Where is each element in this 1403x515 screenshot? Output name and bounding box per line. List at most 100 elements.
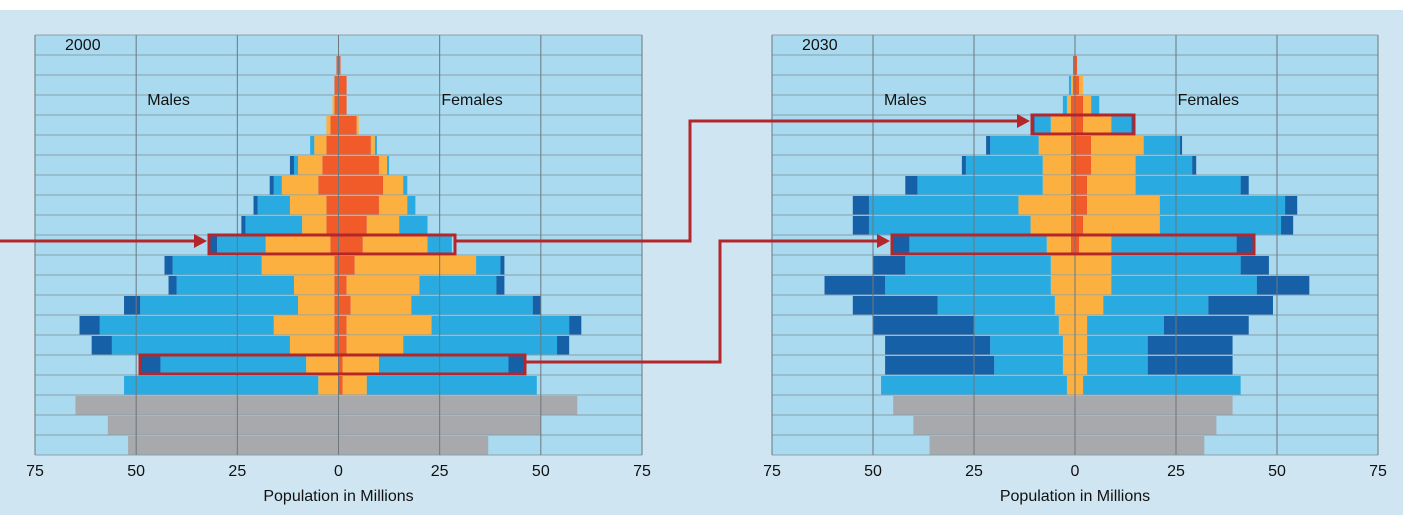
bar-segment <box>1062 336 1075 355</box>
bar-segment <box>338 176 384 195</box>
bar-segment <box>160 356 307 375</box>
bar-segment <box>1147 356 1233 375</box>
bar-segment <box>261 256 335 275</box>
bar-segment <box>302 216 327 235</box>
bar-segment <box>293 276 335 295</box>
bar-segment <box>994 356 1063 375</box>
bar-segment <box>1070 136 1075 155</box>
bar-segment <box>326 216 339 235</box>
x-tick-label: 75 <box>26 463 44 480</box>
bar-segment <box>1032 116 1035 135</box>
bar-segment <box>508 356 525 375</box>
bar-segment <box>1087 316 1164 335</box>
bar-segment <box>241 216 246 235</box>
bar-segment <box>79 316 100 335</box>
x-tick-label: 50 <box>1268 463 1286 480</box>
bar-segment <box>1075 276 1112 295</box>
bar-segment <box>986 136 991 155</box>
bar-segment <box>1070 236 1075 255</box>
bar-segment <box>1256 276 1310 295</box>
x-tick-label: 75 <box>763 463 781 480</box>
x-tick-label: 0 <box>334 463 343 480</box>
bar-segment <box>909 236 1047 255</box>
bar-segment <box>1075 436 1205 455</box>
bar-segment <box>1018 196 1071 215</box>
bar-segment <box>253 196 258 215</box>
bar-segment <box>1070 116 1075 135</box>
bar-segment <box>362 236 428 255</box>
x-axis-label: Population in Millions <box>1000 488 1150 505</box>
bar-segment <box>338 396 578 415</box>
bar-segment <box>1058 316 1075 335</box>
bar-segment <box>1103 296 1209 315</box>
plots: 75 50 25 0 25 50 75 Population in Millions 2000 M… <box>26 34 1387 505</box>
bar-segment <box>1087 336 1148 355</box>
bar-segment <box>334 276 339 295</box>
bar-segment <box>338 96 347 115</box>
bar-segment <box>338 276 347 295</box>
bar-segment <box>338 236 363 255</box>
bar-segment <box>974 316 1059 335</box>
bar-segment <box>342 376 367 395</box>
bar-segment <box>431 316 570 335</box>
bar-segment <box>209 236 218 255</box>
bar-segment <box>330 116 339 135</box>
x-tick-label: 25 <box>1167 463 1185 480</box>
bar-segment <box>1046 236 1071 255</box>
bar-segment <box>1135 156 1193 175</box>
bar-segment <box>1075 216 1084 235</box>
bar-segment <box>306 356 339 375</box>
bar-segment <box>1075 96 1084 115</box>
bar-segment <box>338 296 351 315</box>
arrowheads <box>194 114 1030 248</box>
bar-segment <box>318 376 339 395</box>
bar-segment <box>873 256 906 275</box>
bar-segment <box>356 116 359 135</box>
highlight-box <box>138 353 527 376</box>
bar-segment <box>334 76 339 95</box>
bar-segment <box>1180 136 1183 155</box>
bar-segment <box>1038 136 1071 155</box>
bar-segment <box>338 56 341 75</box>
chart-title: 2030 <box>802 37 838 54</box>
arrowhead <box>1017 114 1030 128</box>
bar-segment <box>403 176 408 195</box>
bar-segment <box>298 296 335 315</box>
bar-segment <box>1159 196 1286 215</box>
bar-segment <box>1075 116 1084 135</box>
bar-segment <box>885 276 1051 295</box>
bar-segment <box>1091 136 1144 155</box>
bar-segment <box>269 176 274 195</box>
bar-segment <box>1072 56 1075 75</box>
bar-segment <box>298 156 323 175</box>
bar-segment <box>990 336 1063 355</box>
bar-segment <box>378 356 509 375</box>
bar-segment <box>336 56 339 75</box>
bar-segment <box>1070 76 1073 95</box>
bar-segment <box>140 296 299 315</box>
x-tick-label: 25 <box>228 463 246 480</box>
bar-segment <box>217 236 266 255</box>
bar-segment <box>852 216 869 235</box>
left-label: Males <box>884 92 927 109</box>
bar-segment <box>257 196 290 215</box>
bar-segment <box>293 156 299 175</box>
bar-segment <box>990 136 1039 155</box>
bar-segment <box>366 216 400 235</box>
bar-segment <box>1285 196 1298 215</box>
bar-segment <box>868 196 1019 215</box>
arrow <box>455 119 1022 243</box>
bar-segment <box>338 436 489 455</box>
bar-segment <box>873 316 974 335</box>
bar-segment <box>338 376 343 395</box>
bar-segment <box>1070 216 1075 235</box>
bar-segment <box>407 196 416 215</box>
bar-segment <box>1083 116 1112 135</box>
bar-segment <box>885 336 991 355</box>
bar-segment <box>1030 216 1071 235</box>
bar-segment <box>1075 236 1080 255</box>
x-tick-label: 50 <box>864 463 882 480</box>
bar-segment <box>917 176 1043 195</box>
bar-segment <box>893 236 910 255</box>
